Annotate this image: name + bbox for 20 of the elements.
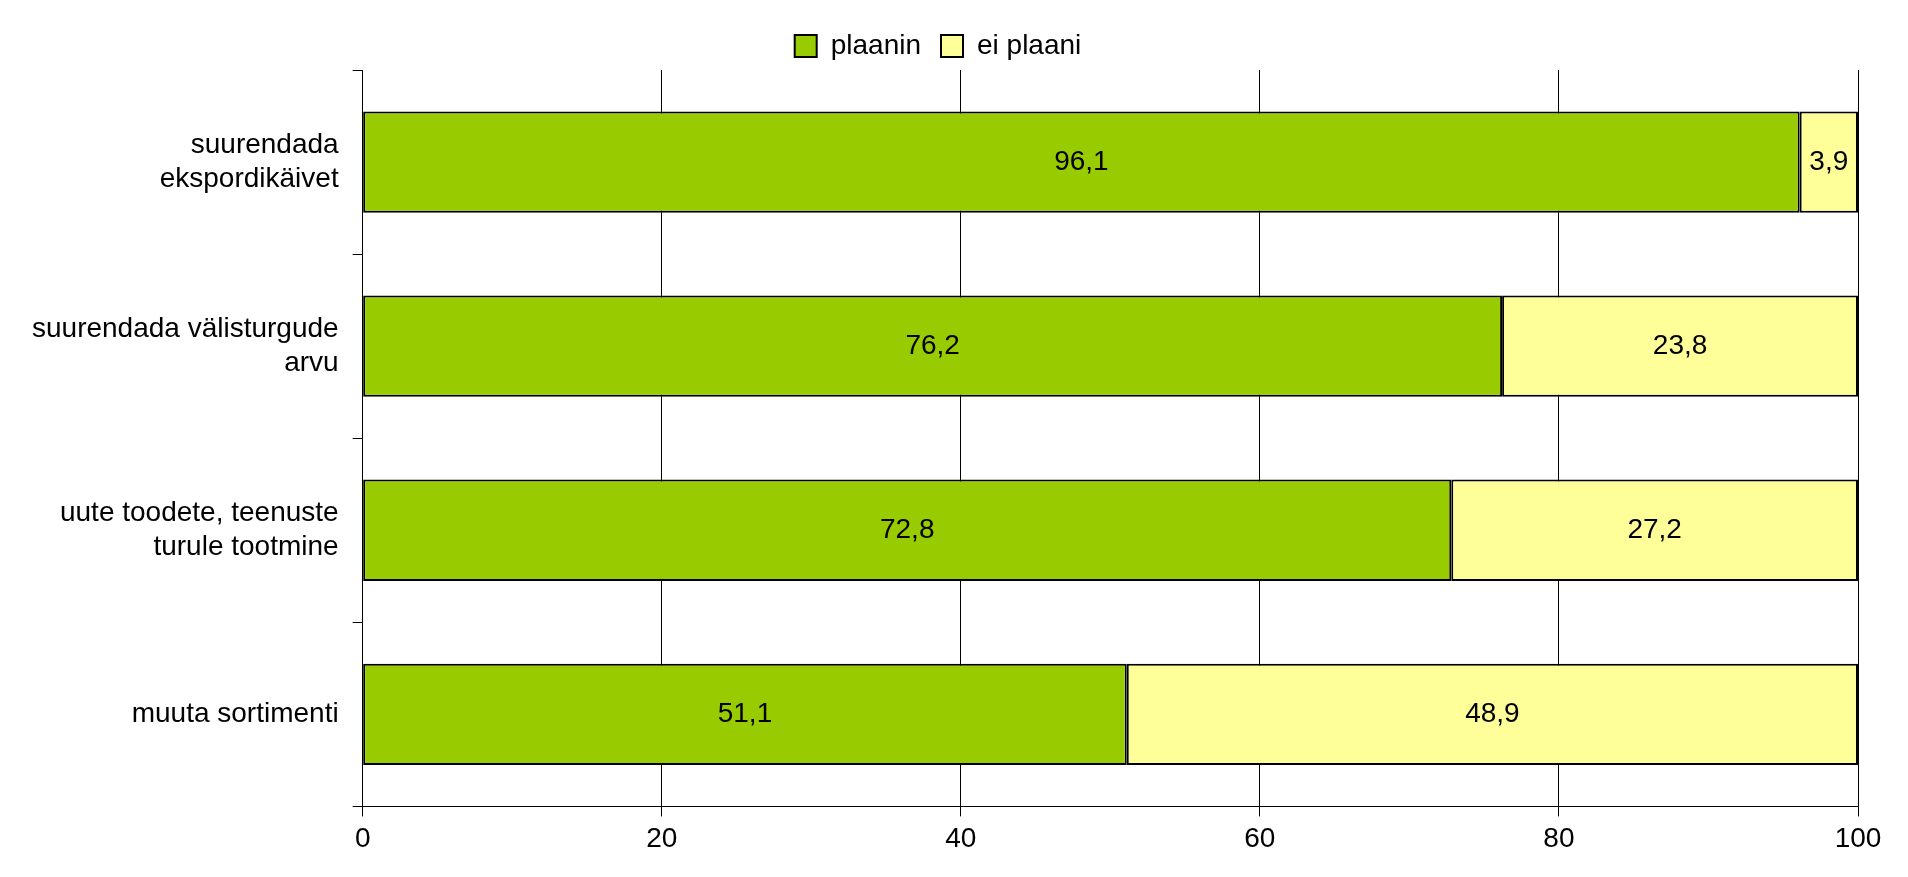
y-tick-label: uute toodete, teenuste turule tootmine [59,496,339,561]
legend-label: plaanin [830,28,922,60]
data-label: 72,8 [879,512,935,544]
x-tick-label: 20 [646,821,678,853]
data-label: 3,9 [1809,144,1849,176]
data-label: 76,2 [905,328,960,360]
y-tick-label: suurendada välisturgude arvu [31,312,339,377]
data-label: 48,9 [1465,697,1520,729]
data-label: 23,8 [1652,328,1708,360]
x-tick-label: 60 [1244,821,1276,853]
x-tick-label: 100 [1834,821,1882,853]
data-label: 27,2 [1627,512,1682,544]
y-tick-label: muuta sortimenti [131,697,339,729]
legend-label: ei plaani [977,28,1082,60]
x-tick-label: 80 [1543,821,1575,853]
x-tick-label: 40 [945,821,977,853]
data-label: 51,1 [717,697,773,729]
y-tick-label: suurendada ekspordikäivet [159,127,340,193]
x-tick-label: 0 [354,821,371,853]
data-label: 96,1 [1054,144,1109,176]
